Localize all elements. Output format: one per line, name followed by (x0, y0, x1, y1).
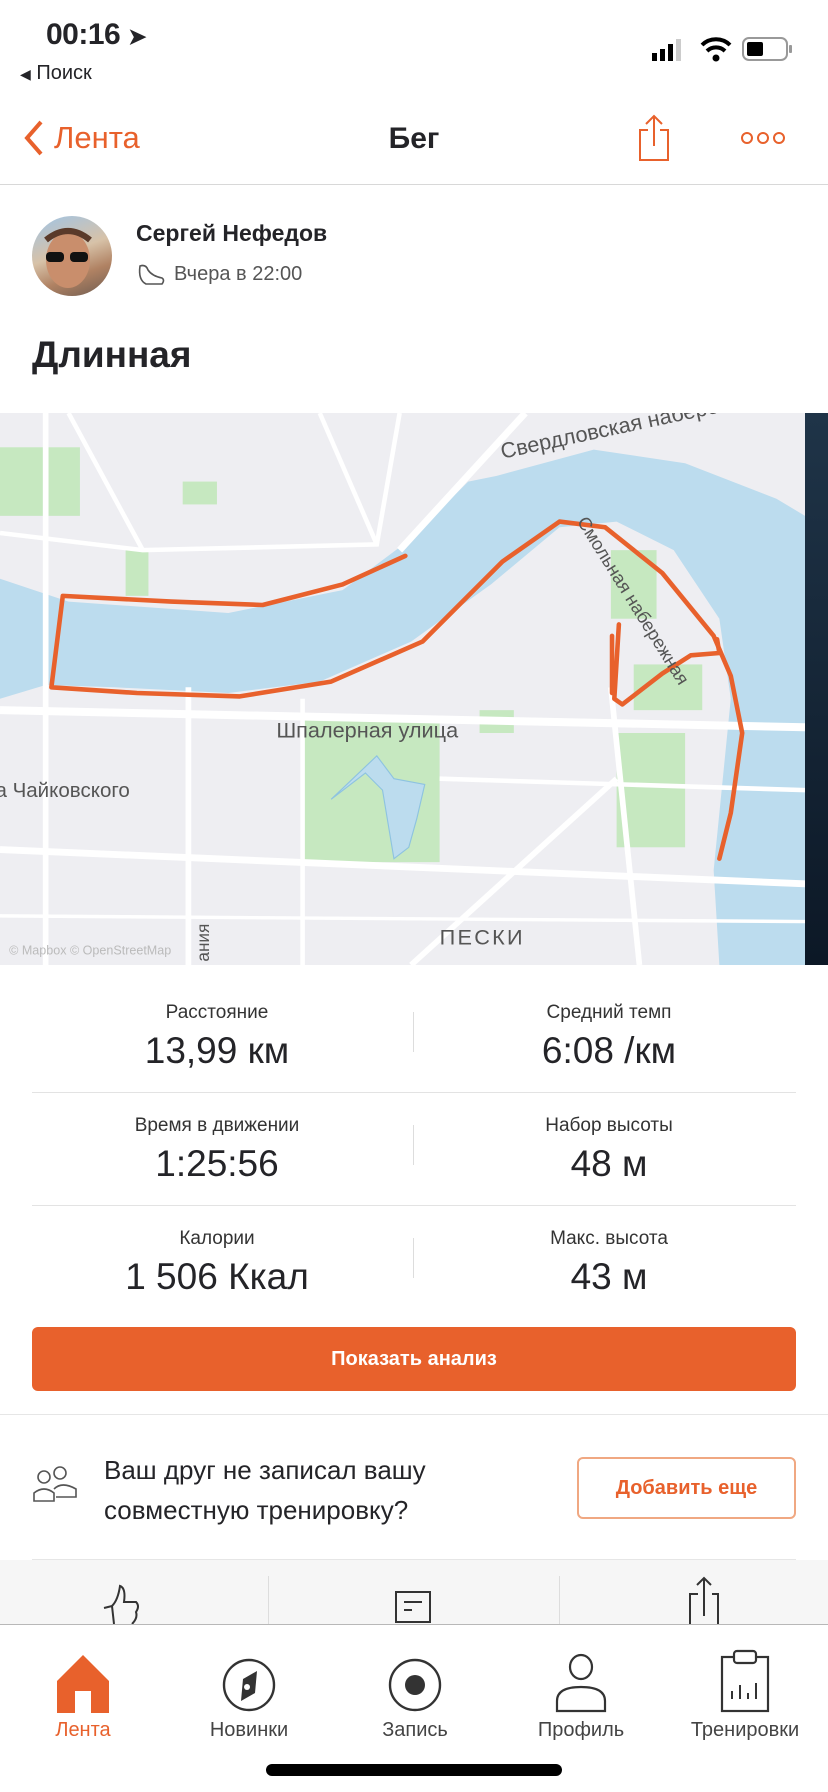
back-app-label: Поиск (36, 62, 92, 84)
chevron-left-icon (24, 120, 43, 156)
tab-record[interactable]: Запись (332, 1625, 498, 1742)
stat-max-elevation: Макс. высота 43 м (402, 1228, 816, 1298)
page-title: Бег (388, 122, 440, 155)
stat-value: 43 м (570, 1256, 648, 1297)
friend-prompt-line: Ваш друг не записал вашу (104, 1455, 426, 1485)
map-label-street-3: ания (193, 924, 213, 962)
stat-distance: Расстояние 13,99 км (10, 1002, 424, 1072)
show-analysis-button[interactable]: Показать анализ (32, 1327, 796, 1391)
add-more-button[interactable]: Добавить еще (577, 1457, 796, 1519)
stat-value: 13,99 км (144, 1030, 290, 1071)
friend-prompt-text: Ваш друг не записал вашу совместную трени… (104, 1450, 426, 1530)
map-label-street-1: Шпалерная улица (276, 718, 459, 743)
tab-training[interactable]: Тренировки (662, 1625, 828, 1742)
stat-elevation-gain: Набор высоты 48 м (402, 1115, 816, 1185)
stat-label: Время в движении (134, 1115, 300, 1136)
tab-feed[interactable]: Лента (0, 1625, 166, 1742)
tab-explore[interactable]: Новинки (166, 1625, 332, 1742)
home-icon (57, 1655, 109, 1713)
stat-pace: Средний темп 6:08 /км (402, 1002, 816, 1072)
clipboard-icon (720, 1649, 770, 1713)
tab-label: Запись (382, 1719, 448, 1741)
thumbs-up-icon (103, 1584, 139, 1625)
tab-profile[interactable]: Профиль (498, 1625, 664, 1742)
wifi-icon (700, 36, 732, 67)
avatar[interactable] (32, 216, 112, 296)
stat-label: Расстояние (165, 1002, 269, 1023)
tab-label: Профиль (537, 1719, 625, 1741)
activity-time-text: Вчера в 22:00 (174, 262, 303, 285)
roads (0, 413, 805, 965)
map-label-district: ПЕСКИ (440, 924, 525, 949)
action-separator (559, 1576, 560, 1624)
location-arrow-icon: ➤ (128, 24, 147, 49)
pond (330, 755, 426, 860)
river (0, 449, 805, 965)
stat-value: 1 506 Ккал (125, 1256, 309, 1297)
record-icon (388, 1658, 442, 1712)
signal-icon (652, 38, 690, 67)
stat-label: Средний темп (546, 1002, 672, 1023)
stat-separator (413, 1238, 414, 1278)
athlete-name[interactable]: Сергей Нефедов (136, 220, 328, 246)
stat-separator (413, 1125, 414, 1165)
nav-divider (0, 184, 828, 185)
stat-moving-time: Время в движении 1:25:56 (10, 1115, 424, 1185)
tab-label: Новинки (209, 1719, 289, 1741)
more-button[interactable] (740, 130, 786, 151)
tab-label: Лента (55, 1719, 111, 1741)
comment-icon (395, 1591, 431, 1623)
home-indicator[interactable] (266, 1764, 562, 1776)
compass-icon (222, 1658, 276, 1712)
map-side-strip (805, 413, 828, 965)
stat-value: 6:08 /км (541, 1030, 677, 1071)
activity-time: Вчера в 22:00 (136, 262, 302, 286)
time-text: 00:16 (46, 18, 121, 51)
section-divider (32, 1559, 796, 1560)
share-activity-button[interactable] (688, 1576, 722, 1629)
stat-label: Калории (179, 1228, 255, 1249)
stat-label: Набор высоты (545, 1115, 673, 1136)
back-to-app-link[interactable]: ◀ Поиск (20, 62, 92, 85)
stat-separator (413, 1012, 414, 1052)
stat-calories: Калории 1 506 Ккал (10, 1228, 424, 1298)
map-attribution: © Mapbox © OpenStreetMap (9, 944, 171, 958)
battery-icon (742, 37, 794, 68)
section-divider (0, 1414, 828, 1415)
friend-prompt-line: совместную тренировку? (104, 1495, 409, 1525)
profile-icon (555, 1653, 607, 1713)
stat-value: 48 м (570, 1143, 648, 1184)
kudos-button[interactable] (100, 1582, 144, 1629)
shoe-icon (138, 264, 165, 285)
route-line (49, 519, 745, 861)
map-label-street-2: а Чайковского (0, 779, 130, 802)
action-separator (268, 1576, 269, 1624)
row-divider (32, 1092, 796, 1093)
row-divider (32, 1205, 796, 1206)
more-icon (741, 132, 785, 144)
stat-label: Макс. высота (550, 1228, 668, 1249)
route-map[interactable]: Свердловская набережная Смольная набереж… (0, 413, 805, 965)
comment-button[interactable] (394, 1590, 434, 1629)
route-loop (609, 622, 722, 707)
back-button[interactable]: Лента (24, 120, 140, 156)
back-triangle-icon: ◀ (20, 66, 31, 82)
stat-value: 1:25:56 (155, 1143, 279, 1184)
back-label: Лента (54, 120, 140, 155)
status-time: 00:16 ➤ (46, 18, 147, 52)
activity-title: Длинная (32, 334, 192, 375)
share-icon (689, 1576, 719, 1624)
action-bar (0, 1560, 828, 1625)
tab-label: Тренировки (690, 1719, 800, 1741)
share-icon (639, 114, 669, 161)
group-icon (32, 1465, 80, 1510)
share-button[interactable] (636, 114, 672, 167)
